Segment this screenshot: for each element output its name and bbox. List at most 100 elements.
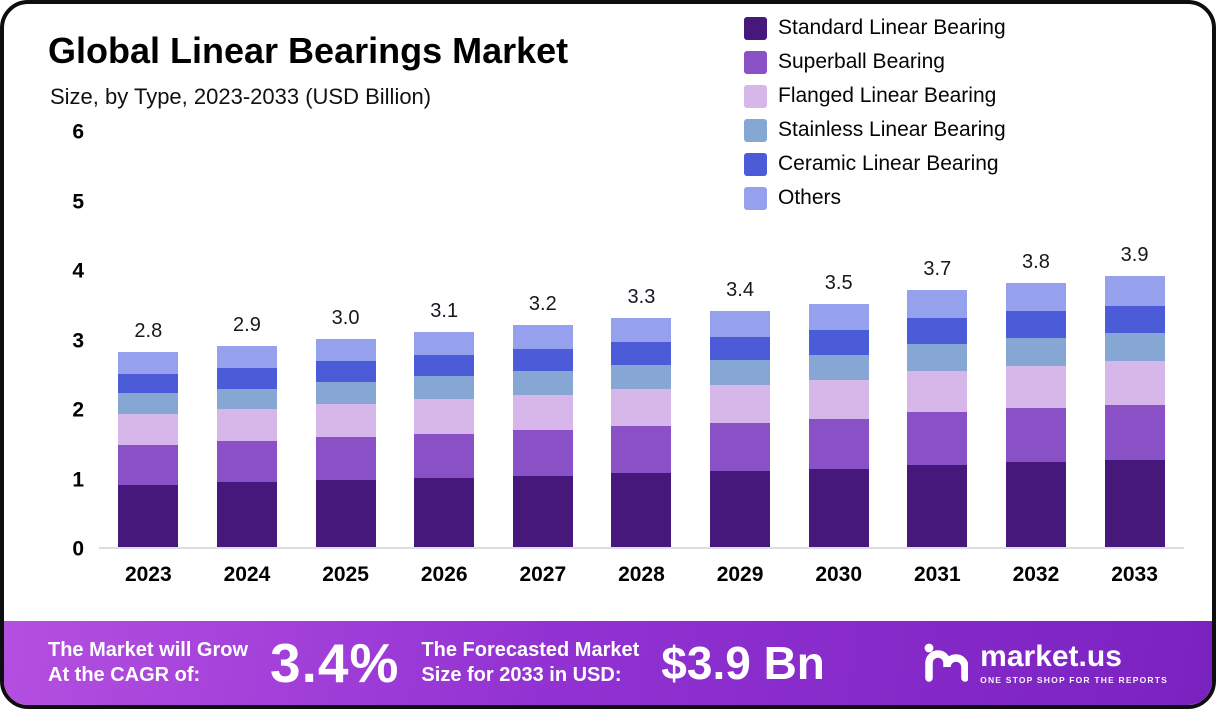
y-tick-label: 0 <box>72 537 84 561</box>
bar-segment-others <box>315 338 376 361</box>
bar-total-label: 3.2 <box>528 292 557 315</box>
bar-segment-standard-linear-bearing <box>315 480 376 547</box>
bar-total-label: 3.4 <box>726 278 754 301</box>
brand-tagline: ONE STOP SHOP FOR THE REPORTS <box>980 675 1168 686</box>
bar-column: 3.4 2029 <box>691 132 789 586</box>
bar-segment-flanged-linear-bearing <box>808 380 869 420</box>
bar-segment-flanged-linear-bearing <box>611 389 672 427</box>
x-axis-label: 2033 <box>1111 563 1158 586</box>
x-axis-label: 2024 <box>223 563 271 586</box>
page-subtitle: Size, by Type, 2023-2033 (USD Billion) <box>50 84 432 109</box>
bar-column: 3.9 2033 <box>1086 132 1184 586</box>
bar-segment-others <box>710 310 771 337</box>
bar-segment-ceramic-linear-bearing <box>1104 305 1165 333</box>
legend: Standard Linear Bearing Superball Bearing… <box>744 16 1006 210</box>
footer-banner: The Market will Grow At the CAGR of: 3.4… <box>4 621 1212 705</box>
x-axis-label: 2030 <box>815 563 863 586</box>
bar-segment-standard-linear-bearing <box>1104 460 1165 547</box>
cagr-label: The Market will Grow At the CAGR of: <box>48 638 248 688</box>
bar-segment-stainless-linear-bearing <box>414 376 475 399</box>
stacked-bar <box>710 310 771 547</box>
bar-segment-superball-bearing <box>1005 408 1066 463</box>
stacked-bar <box>512 324 573 547</box>
bar-segment-flanged-linear-bearing <box>907 371 968 413</box>
forecast-label-line2: Size for 2033 in USD: <box>421 664 622 686</box>
bar-segment-flanged-linear-bearing <box>414 398 475 434</box>
bar-segment-superball-bearing <box>512 430 573 477</box>
bar-segment-standard-linear-bearing <box>710 471 771 547</box>
bar-segment-ceramic-linear-bearing <box>710 336 771 361</box>
legend-swatch-icon <box>744 84 767 108</box>
bar-segment-standard-linear-bearing <box>1005 462 1066 547</box>
bar-total-label: 2.8 <box>134 320 163 343</box>
y-tick-label: 4 <box>72 259 84 283</box>
cagr-label-line2: At the CAGR of: <box>48 664 201 686</box>
bar-segment-flanged-linear-bearing <box>710 385 771 423</box>
bar-segment-standard-linear-bearing <box>414 478 475 547</box>
stacked-bar <box>118 352 179 547</box>
bar-segment-flanged-linear-bearing <box>315 403 376 438</box>
bar-total-label: 3.7 <box>923 257 952 280</box>
legend-swatch-icon <box>744 152 767 176</box>
bar-segment-superball-bearing <box>414 433 475 479</box>
bar-segment-ceramic-linear-bearing <box>907 318 968 345</box>
bar-total-label: 3.8 <box>1022 250 1050 273</box>
cagr-value: 3.4% <box>270 632 400 694</box>
bar-segment-superball-bearing <box>118 444 179 485</box>
bar-column: 3.0 2025 <box>297 132 395 586</box>
bar-segment-flanged-linear-bearing <box>216 409 277 442</box>
legend-item-flanged-linear-bearing: Flanged Linear Bearing <box>744 84 1006 108</box>
bar-segment-ceramic-linear-bearing <box>216 368 277 389</box>
bar-segment-stainless-linear-bearing <box>118 393 179 414</box>
bar-segment-superball-bearing <box>611 426 672 474</box>
y-tick-label: 3 <box>72 329 84 352</box>
forecast-label: The Forecasted Market Size for 2033 in U… <box>421 638 639 688</box>
forecast-value: $3.9 Bn <box>661 637 825 689</box>
bar-segment-ceramic-linear-bearing <box>1005 311 1066 338</box>
stacked-bar <box>1104 275 1165 547</box>
bar-segment-stainless-linear-bearing <box>512 371 573 395</box>
bar-segment-stainless-linear-bearing <box>710 360 771 386</box>
bar-segment-flanged-linear-bearing <box>512 394 573 431</box>
stacked-bar <box>216 345 277 547</box>
bar-segment-standard-linear-bearing <box>118 484 179 547</box>
bar-column: 3.3 2028 <box>592 132 690 586</box>
y-tick-label: 1 <box>72 468 84 492</box>
bar-segment-others <box>512 324 573 350</box>
bar-segment-stainless-linear-bearing <box>216 388 277 410</box>
bar-column: 3.8 2032 <box>987 132 1085 586</box>
bar-segment-superball-bearing <box>808 419 869 470</box>
x-axis-label: 2027 <box>519 563 567 586</box>
bar-segment-stainless-linear-bearing <box>907 344 968 372</box>
legend-item-stainless-linear-bearing: Stainless Linear Bearing <box>744 118 1006 142</box>
bar-segment-ceramic-linear-bearing <box>414 354 475 377</box>
bar-segment-others <box>414 331 475 355</box>
stacked-bar <box>611 317 672 547</box>
bar-segment-standard-linear-bearing <box>611 473 672 547</box>
y-tick-label: 5 <box>72 190 84 213</box>
x-axis-label: 2023 <box>124 563 172 586</box>
bar-segment-superball-bearing <box>710 422 771 472</box>
legend-swatch-icon <box>744 186 767 210</box>
brand-text: market.us ONE STOP SHOP FOR THE REPORTS <box>980 641 1168 686</box>
x-axis-label: 2025 <box>322 563 369 586</box>
bar-total-label: 3.5 <box>824 271 853 294</box>
bar-segment-standard-linear-bearing <box>907 465 968 547</box>
y-tick-label: 2 <box>72 398 84 422</box>
brand-lockup: market.us ONE STOP SHOP FOR THE REPORTS <box>922 638 1168 689</box>
bar-segment-stainless-linear-bearing <box>1104 332 1165 362</box>
bar-segment-stainless-linear-bearing <box>1005 337 1066 366</box>
legend-label: Ceramic Linear Bearing <box>778 152 999 175</box>
bar-segment-others <box>118 352 179 374</box>
legend-label: Superball Bearing <box>778 50 945 73</box>
bar-segment-standard-linear-bearing <box>512 476 573 547</box>
x-axis-label: 2028 <box>618 563 665 586</box>
bar-total-label: 3.9 <box>1120 243 1149 266</box>
cagr-label-line1: The Market will Grow <box>48 639 249 661</box>
bar-segment-others <box>907 289 968 319</box>
legend-label: Others <box>778 186 842 209</box>
y-tick-label: 6 <box>72 120 84 144</box>
bar-column: 3.2 2027 <box>494 132 592 586</box>
stacked-bar <box>315 338 376 547</box>
